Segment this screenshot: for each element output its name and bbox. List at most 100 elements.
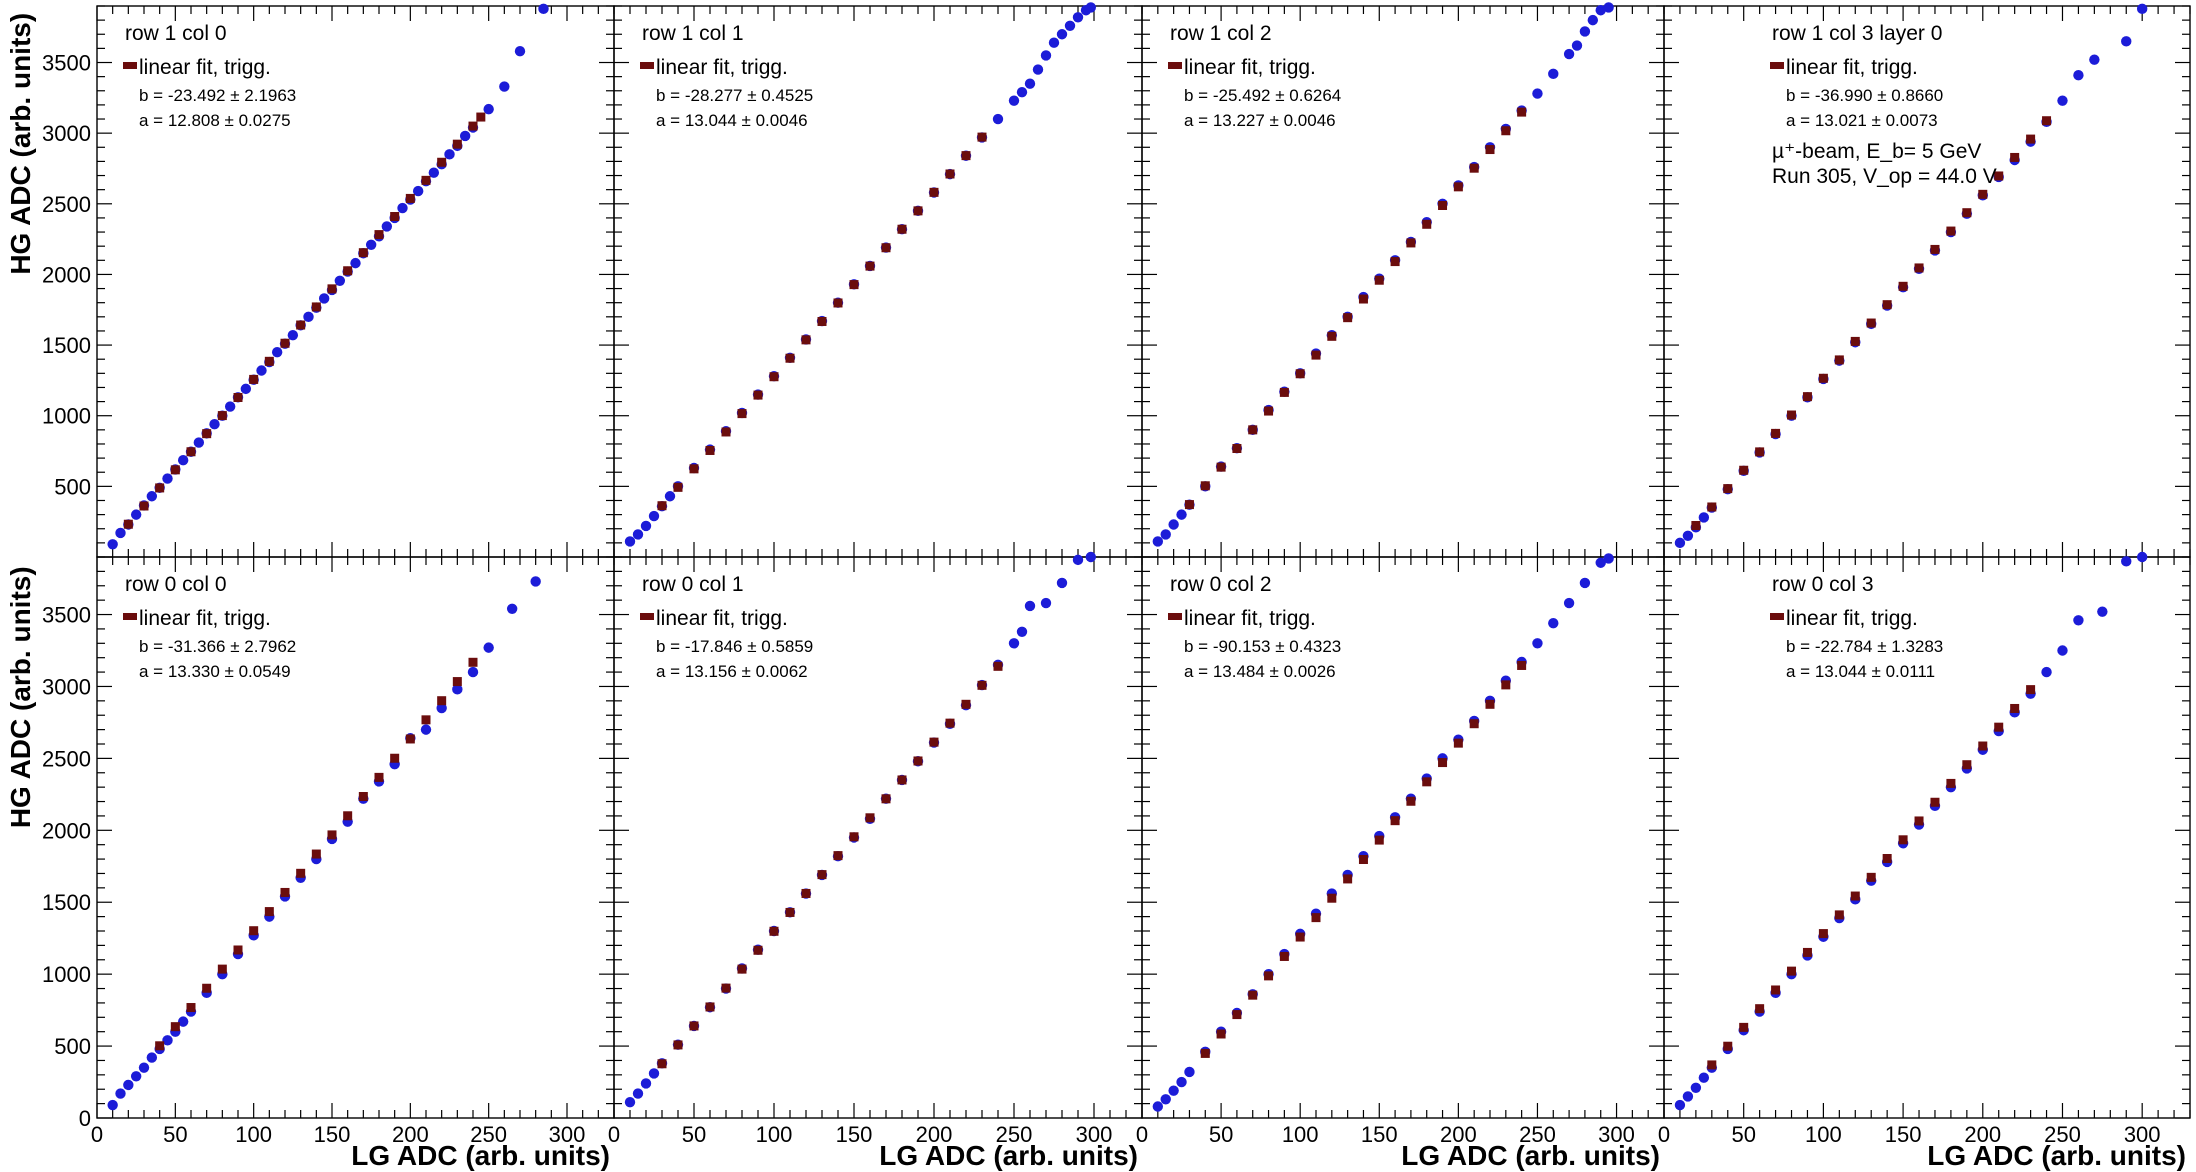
data-point-fit-trigg [217,411,227,421]
fit-parameter-a: a = 13.044 ± 0.0046 [656,111,808,130]
data-point-hg-vs-lg [1563,597,1575,609]
data-point-hg-vs-lg [1016,86,1028,98]
fit-parameter-b: b = -36.990 ± 0.8660 [1786,86,1943,105]
data-point-hg-vs-lg [514,46,526,57]
data-point-hg-vs-lg [177,455,189,466]
data-point-hg-vs-lg [1160,529,1171,540]
data-point-fit-trigg [358,248,368,258]
data-point-fit-trigg [769,372,779,382]
data-point-fit-trigg [1962,760,1972,770]
y-tick-label: 0 [79,1106,91,1131]
data-point-hg-vs-lg [2073,70,2084,81]
data-point-hg-vs-lg [1056,577,1068,589]
y-ticks [1142,5,1664,558]
data-point-fit-trigg [1914,816,1924,826]
data-point-hg-vs-lg [1048,37,1060,48]
data-point-fit-trigg [945,718,955,728]
data-point-hg-vs-lg [130,1071,142,1082]
data-point-fit-trigg [1866,872,1876,882]
data-point-hg-vs-lg [138,1062,150,1073]
data-points [107,3,549,550]
data-point-hg-vs-lg [2136,551,2148,563]
data-point-fit-trigg [977,132,987,142]
data-point-hg-vs-lg [1152,1101,1164,1112]
data-point-hg-vs-lg [664,491,676,502]
data-points [1152,553,1614,1112]
data-point-hg-vs-lg [992,113,1004,125]
data-point-fit-trigg [705,1002,715,1012]
legend-label: linear fit, trigg. [139,56,271,79]
data-point-hg-vs-lg [444,149,455,160]
data-point-hg-vs-lg [209,418,220,430]
data-point-fit-trigg [280,338,290,348]
x-tick-label: 300 [2124,1122,2161,1147]
data-point-hg-vs-lg [193,437,205,448]
x-tick-label: 300 [1076,1122,1113,1147]
fit-parameter-b: b = -31.366 ± 2.7962 [139,637,296,656]
x-axis-title: LG ADC (arb. units) [351,1140,610,1171]
data-point-fit-trigg [1469,719,1479,729]
data-point-hg-vs-lg [123,1079,134,1091]
data-point-hg-vs-lg [287,329,299,341]
data-point-hg-vs-lg [2057,645,2068,656]
data-point-fit-trigg [452,677,462,687]
x-tick-label: 200 [916,1122,953,1147]
data-point-hg-vs-lg [1072,554,1084,566]
x-tick-label: 50 [1731,1122,1755,1147]
data-point-hg-vs-lg [648,1068,660,1079]
data-point-fit-trigg [1295,932,1305,942]
info-line-run: Run 305, V_op = 44.0 V [1772,165,1997,188]
data-point-fit-trigg [2026,685,2036,695]
y-ticks [97,5,614,558]
data-point-fit-trigg [233,392,243,402]
data-point-hg-vs-lg [632,529,644,540]
data-point-fit-trigg [1707,1060,1717,1070]
data-point-fit-trigg [1422,219,1432,229]
data-point-fit-trigg [1390,816,1400,826]
data-point-fit-trigg [1501,680,1511,690]
x-ticks [613,557,1143,1118]
data-point-fit-trigg [452,139,462,149]
data-point-fit-trigg [1232,1010,1242,1020]
fit-parameter-a: a = 13.330 ± 0.0549 [139,662,291,681]
data-point-hg-vs-lg [436,702,447,714]
data-point-fit-trigg [1406,238,1416,248]
data-point-hg-vs-lg [2121,556,2132,567]
data-point-fit-trigg [390,753,400,763]
data-point-fit-trigg [1834,355,1844,365]
data-point-hg-vs-lg [2041,666,2052,678]
data-point-hg-vs-lg [1548,617,1559,629]
data-point-fit-trigg [785,907,795,917]
data-points [1674,3,2148,549]
data-point-fit-trigg [913,206,923,216]
data-point-fit-trigg [437,696,447,706]
data-point-hg-vs-lg [115,1088,126,1099]
data-point-hg-vs-lg [115,527,126,539]
data-point-fit-trigg [1882,854,1892,864]
data-point-hg-vs-lg [428,167,440,178]
y-ticks [614,556,1142,1119]
data-point-fit-trigg [849,280,859,290]
legend-label: linear fit, trigg. [1786,607,1918,630]
data-point-hg-vs-lg [1008,638,1020,649]
data-point-fit-trigg [1485,145,1495,155]
data-point-hg-vs-lg [1176,1076,1187,1088]
data-point-fit-trigg [1994,722,2004,732]
data-point-fit-trigg [2010,703,2020,713]
fit-parameter-a: a = 12.808 ± 0.0275 [139,111,291,130]
info-line-beam: µ⁺-beam, E_b= 5 GeV [1772,140,1981,163]
data-point-fit-trigg [1850,336,1860,346]
data-point-fit-trigg [1771,985,1781,995]
data-point-fit-trigg [1978,741,1988,751]
data-point-hg-vs-lg [2057,95,2068,106]
data-point-hg-vs-lg [632,1088,644,1099]
data-point-fit-trigg [233,945,243,955]
data-point-fit-trigg [1343,313,1353,323]
data-point-hg-vs-lg [271,346,283,358]
data-point-fit-trigg [721,427,731,437]
data-point-fit-trigg [1485,699,1495,709]
legend-label: linear fit, trigg. [1184,56,1316,79]
data-point-fit-trigg [476,112,486,122]
y-tick-label: 500 [54,1034,91,1059]
data-point-fit-trigg [769,926,779,936]
